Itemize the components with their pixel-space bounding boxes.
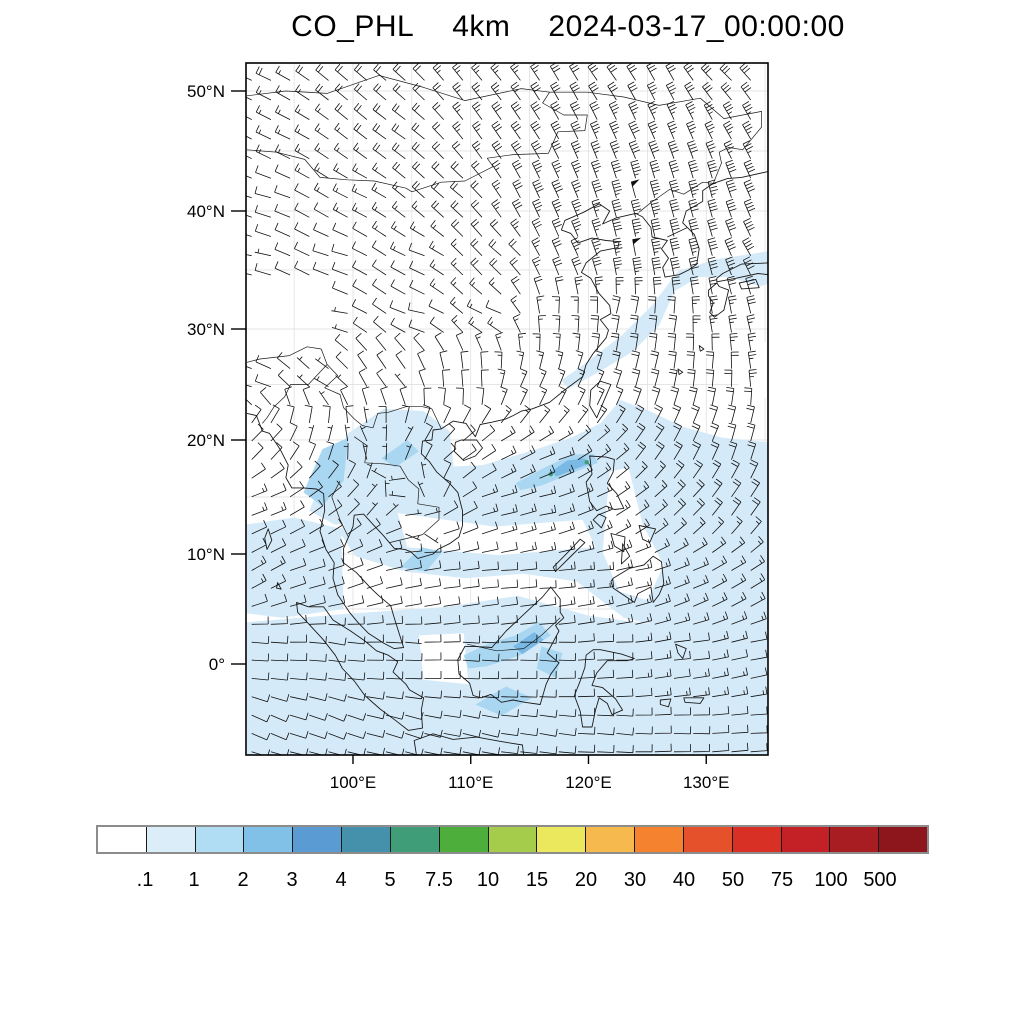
colorbar-cell — [244, 827, 294, 852]
island-path — [296, 601, 425, 731]
co-shade-spot — [584, 460, 589, 465]
island-path — [413, 733, 525, 755]
island-path — [592, 513, 607, 529]
colorbar-cell — [488, 827, 538, 852]
colorbar-cell — [439, 827, 489, 852]
plot-title: CO_PHL 4km 2024-03-17_00:00:00 — [290, 10, 846, 44]
axis-ticks — [231, 90, 707, 764]
island-path — [453, 439, 483, 461]
border-path — [353, 436, 440, 543]
border-path — [467, 617, 561, 652]
colorbar-cell — [146, 827, 196, 852]
title-variable: CO_PHL — [291, 10, 415, 43]
island-path — [620, 543, 631, 565]
colorbar-tick-label: 100 — [814, 869, 848, 891]
colorbar-cell — [830, 827, 880, 852]
colorbar-cell — [732, 827, 782, 852]
x-tick-label: 100°E — [330, 773, 377, 792]
colorbar-cell — [781, 827, 831, 852]
wind-barb-pennants — [630, 179, 642, 245]
co-shading — [247, 251, 768, 755]
colorbar-cell — [586, 827, 636, 852]
island-path — [698, 345, 705, 352]
colorbar-tick-label: 30 — [623, 869, 647, 891]
co-shade-region — [463, 622, 551, 669]
island-path — [677, 368, 684, 375]
title-timestamp: 2024-03-17_00:00:00 — [548, 10, 845, 43]
border-path — [246, 346, 328, 424]
co-shade-region — [536, 646, 563, 678]
colorbar-tick-label: 5 — [384, 869, 396, 891]
island-path — [457, 586, 565, 705]
island-path — [659, 698, 672, 708]
colorbar-tick-label: 15 — [525, 869, 549, 891]
island-path — [585, 455, 625, 512]
coastlines — [246, 75, 768, 755]
border-path — [246, 92, 588, 193]
border-path — [331, 480, 349, 538]
island-path — [589, 380, 612, 419]
colorbar-cell — [342, 827, 391, 852]
colorbar-tick-label: 2 — [237, 869, 249, 891]
co-shade-region — [338, 400, 768, 634]
title-level: 4km — [452, 10, 511, 43]
colorbar-tick-label: 50 — [721, 869, 745, 891]
colorbar-tick-label: .1 — [136, 869, 154, 891]
colorbar-tick-label: 75 — [770, 869, 794, 891]
colorbar-tick-label: 20 — [574, 869, 598, 891]
y-tick-label: 40°N — [187, 202, 225, 221]
y-tick-label: 10°N — [187, 545, 225, 564]
island-path — [264, 528, 273, 550]
y-tick-label: 20°N — [187, 431, 225, 450]
map-frame — [245, 62, 769, 756]
island-path — [610, 533, 626, 553]
island-path — [573, 649, 635, 728]
island-path — [610, 555, 665, 603]
colorbar-cell — [537, 827, 587, 852]
colorbar-cell — [195, 827, 245, 852]
axis-labels: 50°N 40°N 30°N 20°N 10°N 0° 100°E 110°E 120°E 130… — [187, 82, 729, 792]
colorbar-tick-label: 7.5 — [425, 869, 453, 891]
island-path — [708, 282, 730, 318]
y-tick-label: 30°N — [187, 320, 225, 339]
border-path — [246, 75, 762, 184]
x-tick-label: 110°E — [448, 773, 493, 792]
colorbar-cell — [390, 827, 440, 852]
island-path — [683, 697, 705, 704]
colorbar — [96, 825, 929, 854]
colorbar-cell — [293, 827, 343, 852]
colorbar-cell — [879, 827, 928, 852]
co-shade-gap — [418, 633, 469, 685]
co-shade-region — [400, 547, 443, 572]
map-layers — [246, 63, 768, 755]
island-path — [675, 643, 687, 659]
y-tick-label: 0° — [209, 655, 225, 674]
island-path — [716, 262, 768, 283]
colorbar-tick-label: 40 — [672, 869, 696, 891]
colorbar-tick-label: 3 — [286, 869, 298, 891]
colorbar-cell — [98, 827, 147, 852]
co-shade-region — [247, 517, 344, 618]
border-path — [324, 364, 442, 430]
colorbar-tick-label: 4 — [335, 869, 347, 891]
colorbar-tick-label: 10 — [476, 869, 500, 891]
colorbar-tick-label: 500 — [863, 869, 897, 891]
border-path — [638, 181, 714, 213]
colorbar-tick-label: 1 — [188, 869, 200, 891]
y-tick-label: 50°N — [187, 82, 225, 101]
border-path — [667, 227, 688, 238]
colorbar-cell — [635, 827, 684, 852]
x-tick-label: 120°E — [565, 773, 612, 792]
co-shade-region — [550, 458, 589, 477]
island-path — [552, 538, 586, 573]
colorbar-cell — [683, 827, 733, 852]
x-tick-label: 130°E — [683, 773, 730, 792]
